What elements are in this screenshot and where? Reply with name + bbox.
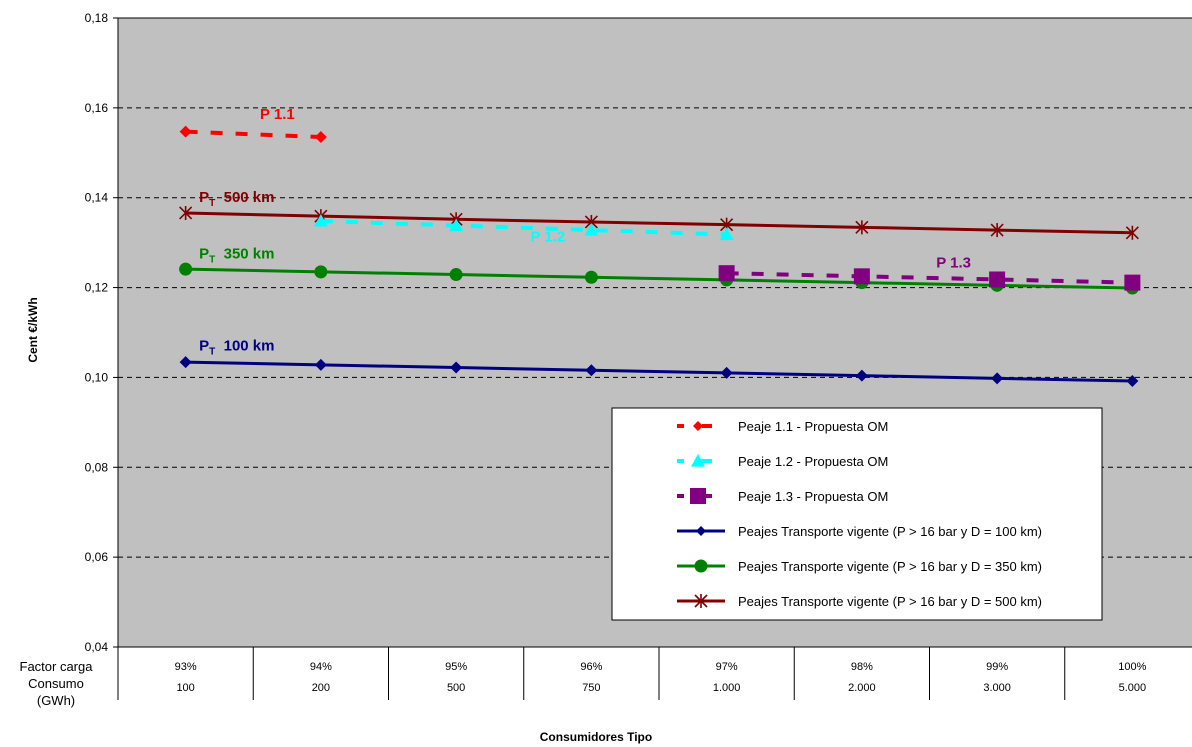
category-label: 96% [580,661,602,673]
series-line [185,211,1133,235]
data-point [449,268,463,282]
data-point [449,218,464,232]
y-tick-label: 0,06 [85,550,109,564]
data-point [718,265,735,282]
data-point [584,270,598,284]
data-point [179,205,193,220]
data-point [450,361,463,374]
annotation-label: P 1.3 [936,254,971,271]
data-point [1126,375,1139,388]
data-point [314,358,327,371]
row-label: Factor carga [20,659,94,674]
y-tick-label: 0,16 [85,101,109,115]
legend-marker [696,526,706,536]
legend-label: Peajes Transporte vigente (P > 16 bar y … [738,559,1042,574]
series-line [185,360,1133,383]
series-1 [179,125,327,144]
category-label: 93% [175,661,197,673]
annotation-label: PT 500 km [199,189,274,209]
category-label: 2.000 [848,682,876,694]
annotation-label: PT 100 km [199,337,274,357]
category-label: 750 [582,682,600,694]
data-point [1124,274,1141,291]
data-point [313,214,328,227]
series-4 [179,356,1139,388]
category-label: 100% [1118,661,1146,673]
category-label: 99% [986,661,1008,673]
data-point [314,131,327,144]
row-label: Consumo [28,676,84,691]
data-point [694,594,708,608]
series-2 [313,214,734,241]
y-tick-label: 0,14 [85,191,109,205]
category-label: 98% [851,661,873,673]
series-layer [179,125,1141,388]
y-tick-label: 0,12 [85,281,109,295]
category-label: 100 [176,682,194,694]
category-label: 5.000 [1119,682,1147,694]
y-tick-label: 0,10 [85,370,109,384]
y-axis: 0,04 0,06 0,08 0,10 0,12 0,14 0,16 0,18 [85,11,118,654]
data-point [990,223,1004,238]
data-point [855,369,868,382]
annotation-label: P 1.2 [531,228,566,245]
legend-label: Peaje 1.2 - Propuesta OM [738,454,888,469]
legend: Peaje 1.1 - Propuesta OM Peaje 1.2 - Prop… [611,407,1103,621]
data-point [314,265,328,279]
category-table: 93% 94% 95% 96% 97% 98% 99% 100% 100 200 500 750 1.0… [20,647,1147,708]
legend-label: Peajes Transporte vigente (P > 16 bar y … [738,594,1042,609]
y-tick-label: 0,08 [85,460,109,474]
series-line [185,267,1133,290]
series-line [320,219,727,237]
annotation-label: P 1.1 [260,106,295,123]
data-point [585,364,598,377]
row-label: (GWh) [37,693,75,708]
data-point [855,220,869,235]
category-label: 3.000 [983,682,1011,694]
y-tick-label: 0,04 [85,640,109,654]
category-label: 500 [447,682,465,694]
legend-label: Peaje 1.1 - Propuesta OM [738,419,888,434]
legend-label: Peaje 1.3 - Propuesta OM [738,489,888,504]
data-point [694,559,708,573]
y-axis-title: Cent €/kWh [26,297,40,362]
data-point [179,262,193,276]
data-point [179,356,192,369]
category-label: 95% [445,661,467,673]
data-point [989,271,1006,288]
annotation-label: PT 350 km [199,245,274,265]
y-tick-label: 0,18 [85,11,109,25]
data-point [991,372,1004,385]
category-label: 200 [312,682,330,694]
series-3 [718,265,1141,291]
data-point [691,454,705,467]
legend-box [611,407,1103,621]
data-point [584,223,599,236]
data-point [1125,225,1139,240]
data-point [720,366,733,379]
data-point [690,488,706,504]
category-label: 97% [716,661,738,673]
legend-label: Peajes Transporte vigente (P > 16 bar y … [738,524,1042,539]
data-point [853,268,870,285]
data-point [179,125,192,138]
data-point [719,227,734,241]
series-line [726,271,1133,285]
legend-marker [693,421,703,431]
x-axis-title: Consumidores Tipo [540,730,652,744]
category-label: 94% [310,661,332,673]
category-label: 1.000 [713,682,741,694]
annotations: P 1.1 P 1.2 P 1.3 PT 500 km PT 350 km PT 100 … [199,106,971,357]
